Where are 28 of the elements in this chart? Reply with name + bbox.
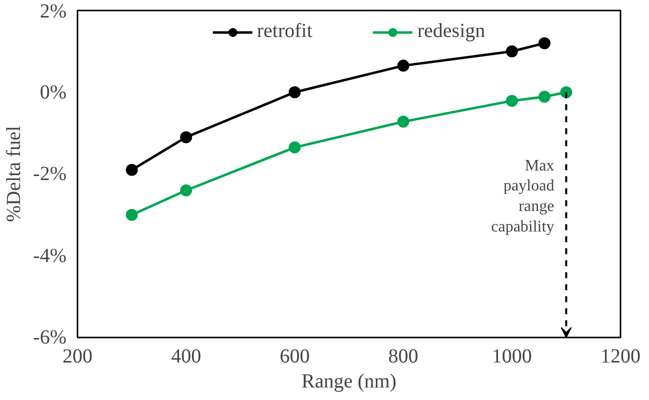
point: [397, 60, 410, 72]
point: [288, 86, 301, 98]
legend-label: redesign: [417, 20, 486, 43]
y-tick-label: -2%: [33, 163, 67, 185]
point: [288, 141, 301, 154]
x-tick-label: 1200: [600, 346, 640, 368]
point: [506, 45, 518, 58]
y-axis-title: %Delta fuel: [3, 126, 26, 222]
legend-label: retrofit: [256, 20, 312, 43]
point: [538, 37, 550, 50]
y-tick-label: -4%: [33, 244, 67, 267]
point: [126, 208, 138, 221]
x-tick-label: 800: [388, 346, 418, 368]
y-tick-label: -6%: [33, 326, 67, 348]
point: [397, 116, 410, 128]
x-tick-label: 600: [280, 346, 310, 368]
x-tick-label: 400: [171, 346, 202, 368]
x-axis-title: Range (nm): [302, 370, 396, 392]
annotation: Max payload range capability: [491, 157, 554, 236]
point: [538, 90, 550, 103]
point: [126, 164, 138, 176]
point: [180, 131, 192, 144]
x-tick-label: 1000: [492, 346, 532, 368]
point: [506, 94, 518, 107]
x-tick-label: 200: [62, 346, 92, 368]
y-tick-label: 2%: [40, 0, 67, 22]
y-tick-label: 0%: [40, 81, 67, 104]
point: [180, 184, 192, 196]
